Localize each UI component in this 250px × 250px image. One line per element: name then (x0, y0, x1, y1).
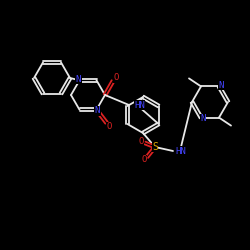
Text: N: N (218, 81, 224, 90)
Text: N: N (95, 106, 100, 115)
Text: O: O (138, 136, 144, 145)
Text: N: N (200, 114, 206, 123)
Text: O: O (113, 74, 119, 82)
Text: HN: HN (134, 100, 145, 110)
Text: S: S (152, 142, 158, 152)
Text: O: O (141, 156, 147, 164)
Text: O: O (107, 122, 112, 131)
Text: HN: HN (175, 146, 186, 156)
Text: N: N (76, 75, 81, 84)
